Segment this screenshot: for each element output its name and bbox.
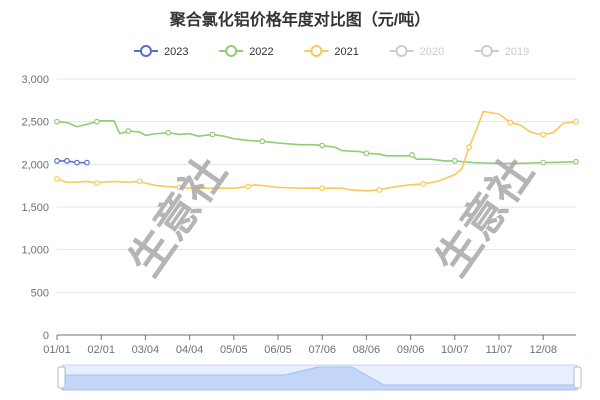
data-point xyxy=(176,184,183,191)
data-point xyxy=(540,131,547,138)
data-point xyxy=(74,159,80,166)
legend-marker xyxy=(480,45,493,57)
data-point xyxy=(409,152,415,158)
legend-marker xyxy=(310,45,323,57)
legend-marker xyxy=(140,45,152,57)
data-point xyxy=(245,183,251,190)
data-point xyxy=(376,187,383,193)
data-point xyxy=(451,158,458,164)
legend-marker xyxy=(395,45,408,57)
y-tick-label: 3,000 xyxy=(21,74,49,86)
data-point xyxy=(64,158,70,164)
data-point xyxy=(319,185,326,192)
zoom-overview-area xyxy=(61,366,578,391)
x-tick-label: 05/05 xyxy=(220,344,248,356)
data-point xyxy=(540,159,547,166)
x-tick-label: 12/08 xyxy=(529,344,557,356)
watermark-text: 生意社 xyxy=(426,148,543,285)
data-point xyxy=(363,150,370,157)
data-point xyxy=(54,175,60,182)
data-point xyxy=(573,118,579,125)
data-point xyxy=(165,129,172,136)
y-tick-label: 0 xyxy=(43,330,49,342)
data-point xyxy=(84,159,90,166)
data-point xyxy=(507,119,514,126)
data-point xyxy=(420,181,427,187)
y-tick-label: 500 xyxy=(31,287,49,299)
data-point xyxy=(125,128,132,134)
data-point xyxy=(94,118,100,125)
x-tick-label: 11/07 xyxy=(486,344,513,356)
y-tick-label: 2,000 xyxy=(21,159,49,171)
x-tick-label: 04/04 xyxy=(176,344,204,356)
y-tick-label: 2,500 xyxy=(21,117,49,129)
legend-label: 2021 xyxy=(334,46,358,58)
series-line-2022 xyxy=(56,120,577,165)
legend-label: 2019 xyxy=(505,46,529,58)
legend-label: 2020 xyxy=(420,46,444,58)
legend-label: 2023 xyxy=(164,46,188,58)
x-tick-label: 09/06 xyxy=(397,344,425,356)
y-tick-label: 1,000 xyxy=(21,245,49,257)
x-tick-label: 10/07 xyxy=(441,344,469,356)
x-tick-label: 03/04 xyxy=(132,344,160,356)
x-tick-label: 01/01 xyxy=(43,344,71,356)
data-point xyxy=(209,131,216,138)
legend-marker xyxy=(225,45,238,57)
zoom-handle[interactable] xyxy=(57,366,66,389)
data-point xyxy=(259,138,266,145)
x-tick-label: 06/05 xyxy=(264,344,292,356)
y-tick-label: 1,500 xyxy=(21,202,49,214)
zoom-handle[interactable] xyxy=(573,366,582,389)
chart-title: 聚合氯化铝价格年度对比图（元/吨） xyxy=(169,12,431,29)
data-point xyxy=(319,142,326,149)
data-point xyxy=(54,158,60,164)
x-tick-label: 07/06 xyxy=(308,344,336,356)
data-point xyxy=(54,118,60,125)
legend-label: 2022 xyxy=(249,46,273,58)
zoom-selection xyxy=(62,365,577,390)
data-point xyxy=(573,158,579,165)
watermark-text: 生意社 xyxy=(119,148,236,285)
data-point xyxy=(466,144,472,151)
data-point xyxy=(136,178,143,185)
data-point xyxy=(94,180,100,187)
series-line-2023 xyxy=(57,160,87,164)
x-tick-label: 08/06 xyxy=(353,344,381,356)
x-tick-label: 02/01 xyxy=(87,344,115,356)
